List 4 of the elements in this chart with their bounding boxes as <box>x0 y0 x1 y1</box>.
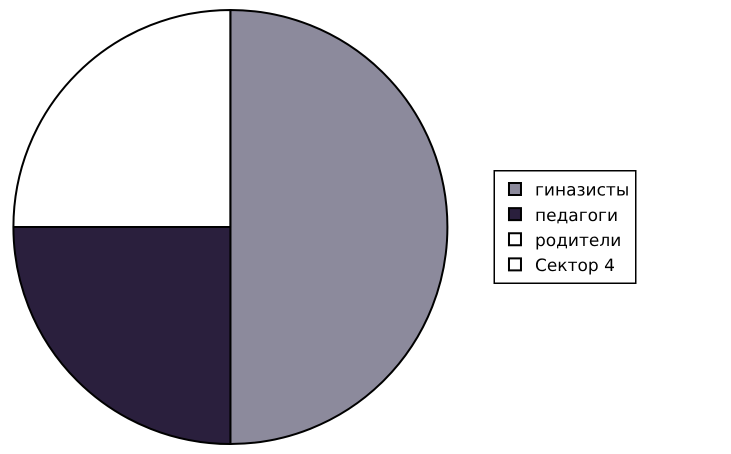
legend-label: гиназисты <box>534 180 630 201</box>
legend-label: родители <box>534 230 622 251</box>
legend-label: педагоги <box>534 206 618 226</box>
legend-label: Сектор 4 <box>534 256 615 276</box>
